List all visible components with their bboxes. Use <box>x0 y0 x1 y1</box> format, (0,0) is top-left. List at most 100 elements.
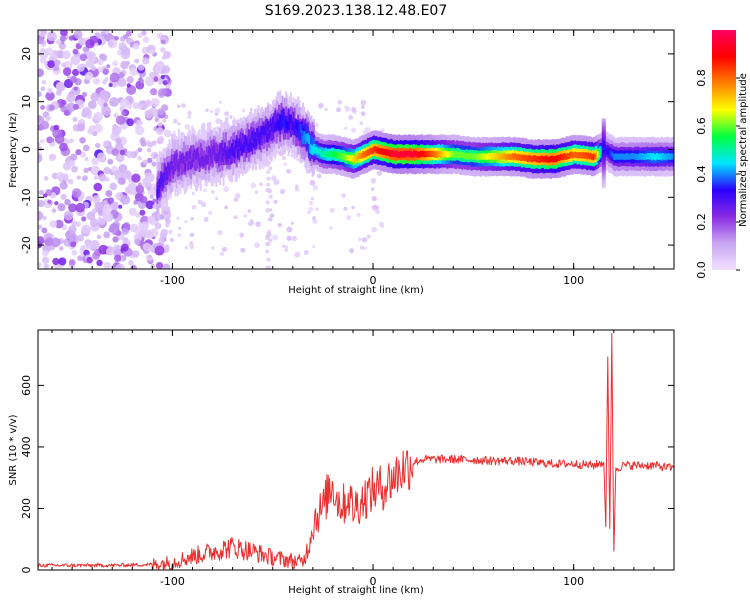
spectrogram-ridge-segment <box>261 127 264 146</box>
spectrogram-ridge-segment <box>563 153 566 160</box>
spectrogram-ridge-segment <box>434 151 437 158</box>
spectrogram-ridge-segment <box>279 114 282 124</box>
spectrogram-noise-blob <box>265 162 270 167</box>
spectrogram-ridge-segment <box>562 154 565 161</box>
spectrogram-noise-blob <box>223 185 230 192</box>
spectrogram-noise-blob <box>55 89 62 96</box>
spectrogram-ridge-segment <box>193 149 196 158</box>
spectrogram-ridge-segment <box>404 151 407 158</box>
spectrogram-noise-blob <box>268 166 273 171</box>
spectrogram-ridge-segment <box>241 144 244 153</box>
spectrogram-ridge-segment <box>379 148 382 155</box>
spectrogram-spike-segment <box>601 161 606 165</box>
spectrogram-noise-blob <box>142 242 152 252</box>
spectrogram-noise-blob <box>126 83 131 88</box>
spectrogram-noise-blob <box>155 261 164 269</box>
spectrogram-ridge-segment <box>648 153 651 160</box>
spectrogram-noise-blob <box>69 138 74 144</box>
spectrogram-noise-blob <box>149 49 155 55</box>
spectrogram-ridge-segment <box>409 150 412 157</box>
spectrogram-noise-blob <box>107 38 118 49</box>
spectrogram-ridge-segment <box>497 153 500 160</box>
spectrogram-ridge-segment <box>568 152 571 159</box>
spectrogram-noise-blob <box>359 121 363 125</box>
spectrogram-ridge-segment <box>572 151 575 158</box>
spectrogram-noise-blob <box>163 129 172 138</box>
spectrogram-noise-blob <box>70 241 77 248</box>
spectrogram-ridge-segment <box>224 149 227 159</box>
spectrogram-noise-blob <box>145 100 152 107</box>
spectrogram-ridge-segment <box>592 154 595 161</box>
spectrogram-noise-blob <box>63 210 74 221</box>
spectrogram-ridge-segment <box>428 150 431 157</box>
spectrogram-ridge-segment <box>286 121 289 131</box>
spectrogram-ridge-segment <box>341 153 344 160</box>
snr-y-tick-label: 600 <box>20 375 33 396</box>
spectrogram-noise-blob <box>49 137 55 143</box>
spectrogram-noise-blob <box>312 245 316 249</box>
spectrogram-ridge-segment <box>646 153 649 160</box>
spectrogram-ridge-segment <box>375 147 378 154</box>
spectrogram-ridge-segment <box>205 146 208 164</box>
spectrogram-ridge-segment <box>448 151 451 158</box>
spectrogram-noise-blob <box>84 156 89 162</box>
spectrogram-noise-blob <box>371 226 378 233</box>
spectrogram-noise-blob <box>138 103 144 109</box>
spectrogram-ridge-segment <box>271 116 274 126</box>
spectrogram-noise-blob <box>84 106 90 112</box>
spectrogram-ridge-segment <box>373 146 376 153</box>
spectrogram-noise-blob <box>137 64 145 71</box>
spectrogram-noise-blob <box>215 118 222 125</box>
spectrogram-spike-segment <box>601 120 606 124</box>
spectrogram-noise-blob <box>63 109 70 116</box>
spectrogram-ridge-segment <box>249 139 252 148</box>
spectrogram-noise-blob <box>72 48 79 55</box>
spectrogram-ridge-segment <box>462 151 465 158</box>
spectrogram-ridge-segment <box>606 148 609 155</box>
spectrogram-noise-blob <box>114 265 121 269</box>
spectrogram-noise-blob <box>97 66 104 73</box>
spectrogram-noise-blob <box>68 203 78 213</box>
spectrogram-noise-blob <box>240 247 246 253</box>
spectrogram-ridge-segment <box>641 153 644 160</box>
spectrogram-ridge-segment <box>276 119 279 129</box>
spectrogram-noise-blob <box>111 148 119 156</box>
spectrogram-ridge-segment <box>310 145 313 154</box>
spectrogram-ridge-segment <box>274 122 277 131</box>
spectrogram-ridge-segment <box>570 151 573 158</box>
spectrogram-y-axis-label: Frequency (Hz) <box>8 112 19 188</box>
spectrogram-noise-blob <box>139 209 146 216</box>
spectrogram-ridge-segment <box>310 135 313 153</box>
spectrogram-noise-blob <box>71 86 81 96</box>
spectrogram-ridge-segment <box>403 150 406 157</box>
spectrogram-noise-blob <box>133 234 138 239</box>
spectrogram-ridge-segment <box>480 153 483 160</box>
spectrogram-ridge-segment <box>629 153 632 160</box>
spectrogram-ridge-segment <box>196 148 199 157</box>
spectrogram-ridge-segment <box>595 151 598 158</box>
snr-ticks: -100 0 100 0 200 400 600 <box>20 330 675 588</box>
spectrogram-ridge-segment <box>169 164 172 182</box>
spectrogram-noise-blob <box>120 194 131 205</box>
spectrogram-noise-blob <box>88 125 96 133</box>
spectrogram-ridge-segment <box>190 160 193 170</box>
spectrogram-ridge-segment <box>530 156 533 163</box>
spectrogram-noise-blob <box>73 86 78 91</box>
spectrogram-noise-blob <box>324 107 328 112</box>
spectrogram-noise-blob <box>94 42 99 47</box>
spectrogram-noise-blob <box>154 245 165 256</box>
spectrogram-ridge-segment <box>589 153 592 160</box>
spectrogram-ridge-segment <box>670 153 673 160</box>
spectrogram-ridge-segment <box>334 152 337 159</box>
spectrogram-noise-blob <box>79 137 86 144</box>
spectrogram-ridge-segment <box>482 153 485 160</box>
spectrogram-ridge-segment <box>522 154 525 161</box>
spectrogram-noise-blob <box>103 261 111 269</box>
spectrogram-ridge-segment <box>291 121 294 130</box>
spectrogram-noise-blob <box>221 246 228 252</box>
spectrogram-ridge-segment <box>665 154 668 161</box>
spectrogram-noise-blob <box>103 231 111 239</box>
spectrogram-ridge-segment <box>283 118 286 128</box>
spectrogram-ridge-segment <box>617 153 620 160</box>
spectrogram-noise-blob <box>108 82 113 88</box>
